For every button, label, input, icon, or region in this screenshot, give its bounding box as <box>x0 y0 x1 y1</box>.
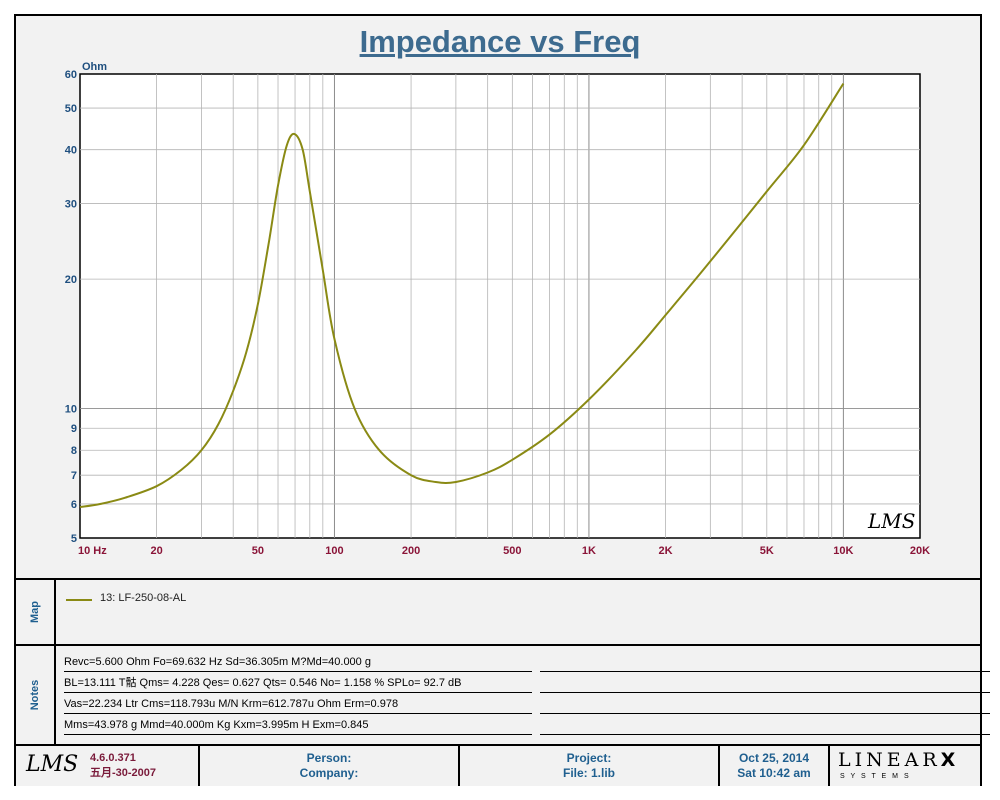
brand-main: LINEAR <box>838 749 941 771</box>
x-tick-label: 200 <box>402 545 420 557</box>
legend-swatch <box>66 599 92 601</box>
x-tick-label: 10 Hz <box>78 545 107 557</box>
lms-logo: LMS <box>26 752 79 777</box>
plot-area <box>79 73 921 539</box>
chart-title: Impedance vs Freq <box>359 24 641 59</box>
project-label: Project: <box>566 751 612 765</box>
y-tick-label: 60 <box>65 69 77 81</box>
note-row-1: Revc=5.600 Ohm Fo=69.632 Hz Sd=36.305m M… <box>64 656 532 672</box>
brand-subtitle: S Y S T E M S <box>840 773 911 780</box>
person-label: Person: <box>306 751 352 765</box>
x-tick-label: 1K <box>582 545 596 557</box>
x-tick-label: 20K <box>910 545 930 557</box>
x-tick-label: 2K <box>659 545 673 557</box>
map-section: Map 13: LF-250-08-AL <box>16 578 980 644</box>
date-label: Oct 25, 2014 <box>738 751 810 765</box>
lms-watermark: LMS <box>867 509 915 533</box>
tick-labels: 10 Hz 20 50 100 200 500 1K 2K 5K 10K 20K 60 50 40 30 20… <box>65 69 930 557</box>
note-blank-line-1 <box>540 656 990 672</box>
footer-section: LMS 4.6.0.371 五月-30-2007 Person: Company… <box>16 744 980 786</box>
y-tick-label: 8 <box>71 445 77 457</box>
footer-person-cell: Person: Company: <box>200 746 460 786</box>
x-tick-label: 500 <box>503 545 521 557</box>
company-label: Company: <box>299 766 359 780</box>
note-blank-line-4 <box>540 719 990 735</box>
y-tick-label: 5 <box>71 533 77 545</box>
legend-entry: 13: LF-250-08-AL <box>100 592 187 604</box>
y-tick-label: 9 <box>71 423 77 435</box>
map-side-label: Map <box>16 580 56 644</box>
x-tick-label: 100 <box>325 545 343 557</box>
note-row-4: Mms=43.978 g Mmd=40.000m Kg Kxm=3.995m H… <box>64 719 532 735</box>
impedance-curve <box>79 83 845 509</box>
notes-section: Notes Revc=5.600 Ohm Fo=69.632 Hz Sd=36.… <box>16 644 990 744</box>
y-tick-label: 50 <box>65 103 77 115</box>
file-label: File: 1.lib <box>562 766 615 780</box>
notes-side-label: Notes <box>16 646 56 744</box>
brand-x: X <box>940 749 960 771</box>
x-tick-label: 20 <box>150 545 162 557</box>
footer-logo-cell: LMS 4.6.0.371 五月-30-2007 <box>16 746 200 786</box>
x-tick-label: 10K <box>833 545 853 557</box>
y-axis-label: Ohm <box>82 61 107 73</box>
note-blank-line-2 <box>540 677 990 693</box>
note-row-2: BL=13.111 T骷 Qms= 4.228 Qes= 0.627 Qts= … <box>64 677 532 693</box>
brand-logo: LINEARX <box>838 749 959 771</box>
footer-project-cell: Project: File: 1.lib <box>460 746 720 786</box>
footer-date-cell: Oct 25, 2014 Sat 10:42 am <box>720 746 830 786</box>
note-blank-line-3 <box>540 698 990 714</box>
version-date: 五月-30-2007 <box>90 767 157 779</box>
x-tick-label: 5K <box>760 545 774 557</box>
y-tick-label: 6 <box>71 499 77 511</box>
time-label: Sat 10:42 am <box>737 766 811 780</box>
y-tick-label: 40 <box>65 145 77 157</box>
y-tick-label: 30 <box>65 198 77 210</box>
x-tick-label: 50 <box>252 545 264 557</box>
footer-brand-cell: LINEARX S Y S T E M S <box>830 746 980 786</box>
note-row-3: Vas=22.234 Ltr Cms=118.793u M/N Krm=612.… <box>64 698 532 714</box>
y-tick-label: 7 <box>71 470 77 482</box>
version-number: 4.6.0.371 <box>90 752 136 764</box>
y-tick-label: 10 <box>65 404 77 416</box>
y-tick-label: 20 <box>65 274 77 286</box>
